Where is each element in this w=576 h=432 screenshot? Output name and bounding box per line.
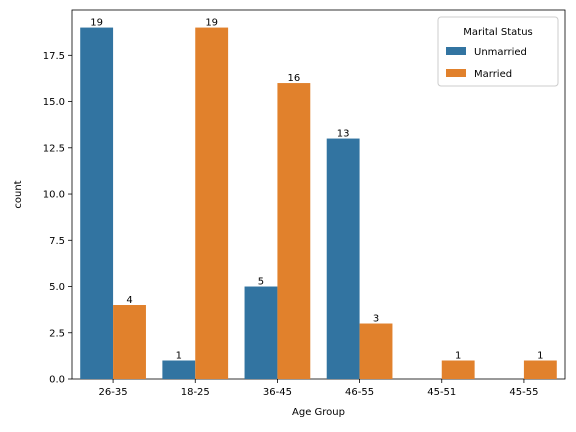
data-label: 5	[258, 277, 264, 288]
data-label: 1	[176, 351, 182, 362]
y-tick-label: 15.0	[43, 97, 65, 108]
x-tick-label: 26-35	[99, 387, 128, 398]
data-label: 3	[373, 314, 379, 325]
legend-item-label: Married	[474, 69, 512, 80]
data-label: 13	[337, 129, 350, 140]
x-tick-label: 36-45	[263, 387, 292, 398]
data-label: 16	[287, 73, 300, 84]
legend-title: Marital Status	[463, 27, 533, 38]
bar-married-46-55	[359, 323, 393, 379]
x-tick-label: 45-55	[509, 387, 538, 398]
legend-frame	[437, 16, 559, 87]
data-label: 19	[90, 18, 103, 29]
y-tick-label: 2.5	[49, 328, 65, 339]
bar-married-26-35	[113, 305, 146, 379]
y-tick-label: 0.0	[49, 375, 65, 386]
plot-area	[71, 9, 566, 380]
data-label: 1	[537, 351, 543, 362]
plot-frame	[71, 9, 566, 380]
y-tick-label: 17.5	[43, 51, 65, 62]
data-label: 1	[455, 351, 461, 362]
bar-married-45-55	[523, 360, 557, 379]
bar-unmarried-18-25	[162, 360, 196, 379]
legend-item-label: Unmarried	[474, 47, 527, 58]
legend-swatch	[446, 69, 466, 77]
y-tick-label: 10.0	[43, 190, 65, 201]
x-tick-label: 18-25	[181, 387, 210, 398]
legend-swatch	[446, 47, 466, 55]
y-axis: 0.0 2.5 5.0 7.5 10.0 12.5 15.0 17.5	[43, 51, 72, 386]
bar-unmarried-26-35	[80, 27, 114, 379]
legend: Marital Status Unmarried Married	[437, 16, 559, 87]
x-axis: 26-35 18-25 36-45 46-55 45-51 45-55	[99, 379, 538, 398]
x-axis-label: Age Group	[292, 407, 345, 418]
x-tick-label: 46-55	[345, 387, 374, 398]
y-axis-label: count	[13, 180, 24, 208]
y-tick-label: 7.5	[49, 236, 65, 247]
data-label: 4	[126, 295, 132, 306]
bars	[80, 27, 557, 379]
bar-labels: 19 1 5 13 4 19 16 3 1 1	[90, 18, 543, 362]
bar-unmarried-46-55	[326, 138, 360, 379]
bar-unmarried-36-45	[244, 286, 278, 379]
data-label: 19	[205, 18, 218, 29]
bar-married-18-25	[195, 27, 229, 379]
bar-married-36-45	[277, 83, 311, 379]
bar-married-45-51	[441, 360, 475, 379]
y-tick-label: 12.5	[43, 143, 65, 154]
y-tick-label: 5.0	[49, 282, 65, 293]
x-tick-label: 45-51	[427, 387, 456, 398]
